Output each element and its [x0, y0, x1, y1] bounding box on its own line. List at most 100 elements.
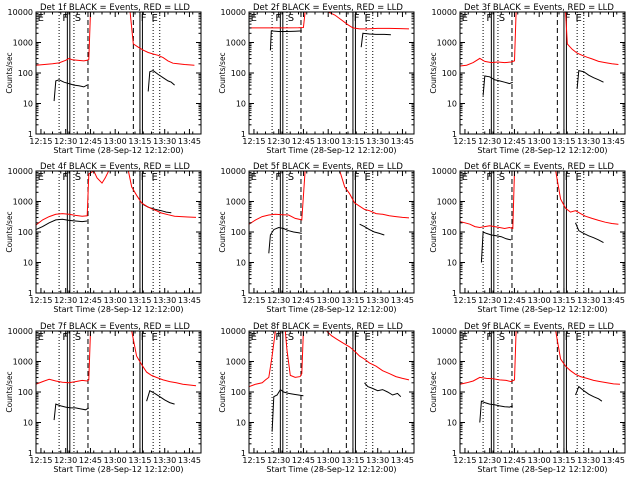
x-tick-label: 12:15: [453, 296, 476, 305]
plot-frame: [459, 170, 626, 294]
y-tick-label: 1000: [13, 198, 33, 207]
y-tick-label: 10000: [221, 8, 246, 17]
y-tick-label: 10000: [432, 327, 457, 336]
y-tick-label: 1000: [226, 198, 246, 207]
x-tick-label: 13:15: [552, 456, 575, 465]
region-letter: E: [38, 13, 44, 24]
x-tick-label: 13:30: [577, 137, 600, 146]
x-tick-label: 13:15: [341, 137, 364, 146]
panel-data: [249, 331, 410, 432]
x-tick-label: 13:45: [602, 296, 625, 305]
panel-data: [249, 12, 410, 51]
region-letter: F: [141, 172, 147, 183]
y-tick-label: 100: [18, 228, 33, 237]
region-letter: F: [62, 332, 68, 343]
x-tick-label: 12:30: [267, 296, 290, 305]
region-letter: S: [499, 332, 505, 343]
y-tick-label: 10: [447, 100, 457, 109]
y-tick-label: 10: [236, 259, 246, 268]
y-tick-label: 1000: [13, 358, 33, 367]
lld-series-line: [131, 331, 197, 387]
lld-series-line: [249, 331, 276, 388]
region-letter: F: [275, 172, 281, 183]
y-axis-label: Counts/sec: [218, 371, 227, 412]
lld-series-line: [36, 12, 91, 66]
x-tick-label: 12:15: [242, 296, 265, 305]
x-axis-label: Start Time (28-Sep-12 12:12:00): [266, 465, 396, 474]
x-tick-label: 12:45: [292, 137, 315, 146]
region-letter: F: [354, 332, 360, 343]
lld-series-line: [460, 331, 517, 385]
y-tick-label: 10: [236, 100, 246, 109]
panel-title: Det 9f BLACK = Events, RED = LLD: [464, 322, 614, 332]
region-letter: F: [141, 332, 147, 343]
panel-title: Det 1f BLACK = Events, RED = LLD: [40, 3, 190, 13]
x-tick-label: 13:00: [104, 296, 127, 305]
x-tick-label: 12:15: [29, 296, 52, 305]
events-series-line: [53, 403, 90, 421]
x-tick-label: 13:30: [153, 137, 176, 146]
y-tick-label: 1000: [437, 198, 457, 207]
y-tick-label: 10000: [8, 167, 33, 176]
x-tick-label: 12:15: [29, 137, 52, 146]
y-tick-label: 1: [452, 289, 457, 298]
y-tick-label: 1: [452, 449, 457, 458]
lld-series-line: [129, 12, 195, 66]
x-tick-label: 12:30: [54, 137, 77, 146]
events-series-line: [268, 226, 302, 254]
y-tick-label: 1: [241, 449, 246, 458]
x-tick-label: 13:45: [602, 137, 625, 146]
panel-data: [249, 171, 410, 254]
lld-series-line: [339, 171, 410, 219]
x-tick-label: 12:45: [79, 296, 102, 305]
plot-frame: [35, 11, 202, 135]
region-letter: S: [499, 13, 505, 24]
x-tick-label: 13:30: [153, 456, 176, 465]
x-tick-label: 13:45: [391, 137, 414, 146]
region-letter: E: [251, 172, 257, 183]
lld-series-line: [555, 331, 621, 385]
x-axis-label: Start Time (28-Sep-12 12:12:00): [53, 465, 183, 474]
events-series-line: [271, 388, 304, 432]
region-letter: E: [251, 13, 257, 24]
region-letter: E: [462, 332, 468, 343]
region-letter: S: [75, 332, 81, 343]
x-tick-label: 12:30: [267, 137, 290, 146]
region-letter: S: [288, 172, 294, 183]
panel-data: [36, 171, 197, 231]
x-tick-label: 13:00: [317, 296, 340, 305]
y-tick-label: 100: [442, 228, 457, 237]
x-tick-label: 13:45: [178, 137, 201, 146]
y-tick-label: 100: [18, 388, 33, 397]
panel-title: Det 2f BLACK = Events, RED = LLD: [253, 3, 403, 13]
x-tick-label: 12:45: [503, 137, 526, 146]
x-tick-label: 12:15: [242, 456, 265, 465]
x-tick-label: 12:45: [503, 456, 526, 465]
lld-series-line: [36, 331, 91, 385]
x-axis-label: Start Time (28-Sep-12 12:12:00): [477, 305, 607, 314]
x-tick-label: 13:15: [552, 296, 575, 305]
x-axis-label: Start Time (28-Sep-12 12:12:00): [477, 146, 607, 155]
y-tick-label: 10: [23, 419, 33, 428]
x-tick-label: 13:30: [366, 296, 389, 305]
y-tick-label: 10: [23, 259, 33, 268]
y-tick-label: 1: [28, 289, 33, 298]
lld-series-line: [460, 12, 517, 67]
y-tick-label: 1: [452, 130, 457, 139]
y-tick-label: 10000: [432, 8, 457, 17]
y-axis-label: Counts/sec: [5, 371, 14, 412]
x-tick-label: 13:30: [577, 456, 600, 465]
y-tick-label: 100: [442, 388, 457, 397]
lld-series-line: [460, 171, 515, 230]
events-series-line: [146, 389, 175, 405]
x-axis-label: Start Time (28-Sep-12 12:12:00): [53, 146, 183, 155]
lld-series-line: [249, 12, 306, 29]
region-letter: F: [275, 13, 281, 24]
region-letter: E: [365, 332, 371, 343]
lld-series-line: [326, 331, 410, 381]
y-tick-label: 1000: [226, 358, 246, 367]
